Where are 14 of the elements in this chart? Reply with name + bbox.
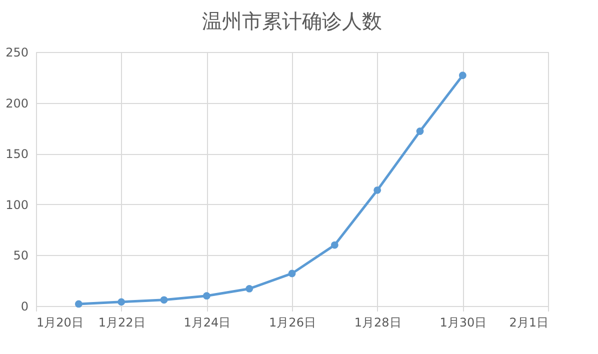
x-tick-label: 1月28日	[354, 316, 402, 330]
x-tick-label: 1月24日	[184, 316, 231, 330]
y-tick-label: 150	[6, 147, 28, 162]
y-tick-label: 200	[6, 96, 28, 110]
x-tick-label: 1月30日	[440, 316, 487, 330]
y-tick-label: 250	[6, 46, 28, 60]
x-tick-label: 1月20日	[36, 316, 84, 330]
y-tick-label: 0	[20, 300, 28, 314]
x-tick-label: 1月26日	[269, 316, 316, 330]
y-tick-label: 100	[6, 198, 28, 212]
x-tick-label: 2月1日	[509, 316, 548, 330]
chart-title: 温州市累计确诊人数	[202, 9, 382, 33]
y-tick-label: 50	[13, 248, 28, 263]
x-tick-label: 1月22日	[98, 316, 146, 330]
